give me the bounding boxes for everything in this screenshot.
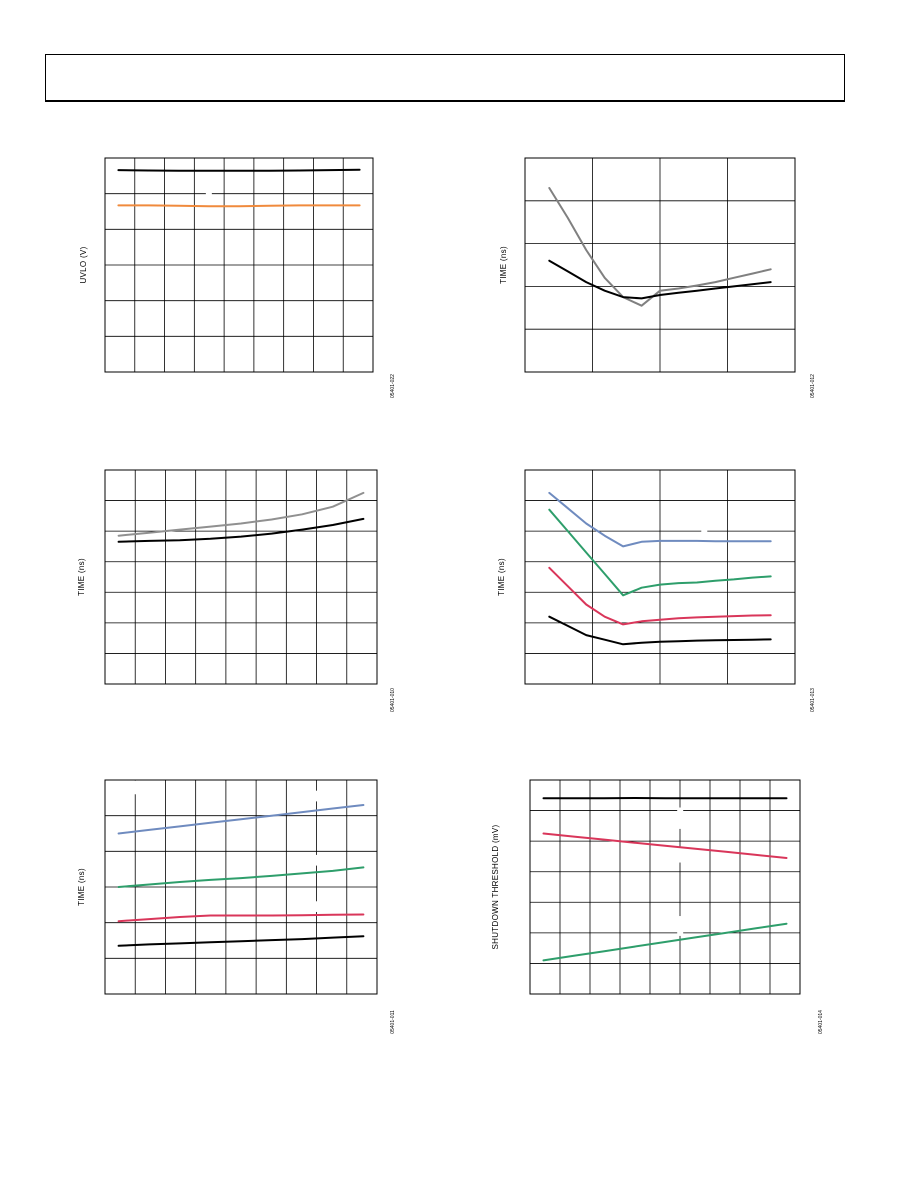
y-axis-label: SHUTDOWN THRESHOLD (mV)	[491, 824, 500, 949]
chart-uvlo: UVLO (V) 05401-022	[79, 157, 396, 398]
y-axis-label: TIME (ns)	[77, 868, 86, 906]
label-gap	[130, 780, 137, 795]
figure-code: 05401-013	[810, 688, 816, 712]
label-gap	[677, 916, 684, 936]
y-axis-label: TIME (ns)	[77, 558, 86, 596]
grid	[105, 158, 373, 372]
series-line-0	[117, 491, 365, 537]
label-gap	[205, 191, 212, 206]
label-gap	[677, 807, 684, 829]
plot-frame	[524, 469, 796, 685]
label-gap	[701, 525, 708, 535]
plot-frame	[104, 469, 378, 685]
y-axis-label: UVLO (V)	[79, 246, 88, 283]
series-line-2	[542, 922, 788, 962]
chart-time-middle-left: TIME (ns) 05401-010	[77, 469, 396, 712]
series-line-2	[548, 566, 772, 626]
series-line-1	[548, 259, 772, 300]
label-gap	[677, 847, 684, 863]
chart-shutdown-threshold: SHUTDOWN THRESHOLD (mV) 05401-014	[491, 779, 824, 1034]
series-line-2	[117, 913, 365, 923]
series-line-0	[117, 804, 365, 835]
label-gap	[205, 206, 212, 224]
series-line-1	[542, 832, 788, 859]
series-line-1	[117, 517, 365, 543]
grid	[525, 470, 795, 684]
label-gap	[314, 790, 321, 802]
grid	[105, 470, 377, 684]
label-gap	[314, 901, 321, 912]
figure-code: 05401-011	[390, 1010, 396, 1034]
chart-time-middle-right: TIME (ns) 05401-013	[497, 469, 816, 712]
chart-time-top-right: TIME (ns) 05401-012	[499, 157, 816, 398]
figure-code: 05401-010	[390, 688, 396, 712]
figure-code: 05401-022	[390, 374, 396, 398]
plot-frame	[524, 157, 796, 373]
series-line-0	[117, 168, 361, 172]
figure-code: 05401-014	[818, 1010, 824, 1034]
plot-frame	[104, 157, 374, 373]
series-line-3	[548, 615, 772, 646]
series-line-3	[117, 935, 365, 947]
y-axis-label: TIME (ns)	[499, 246, 508, 284]
series-line-1	[117, 866, 365, 888]
plot-frame	[104, 779, 378, 995]
chart-time-bottom-left: TIME (ns) 05401-011	[77, 779, 396, 1034]
series-line-1	[548, 508, 772, 597]
grid	[525, 158, 795, 372]
series-line-0	[548, 491, 772, 548]
series-line-0	[548, 187, 772, 307]
figure-code: 05401-012	[810, 374, 816, 398]
plot-frame	[529, 779, 801, 995]
series-line-1	[117, 204, 361, 208]
label-gap	[314, 854, 321, 866]
page-header-box	[45, 54, 845, 102]
grid	[105, 780, 377, 994]
y-axis-label: TIME (ns)	[497, 558, 506, 596]
grid	[530, 780, 800, 994]
